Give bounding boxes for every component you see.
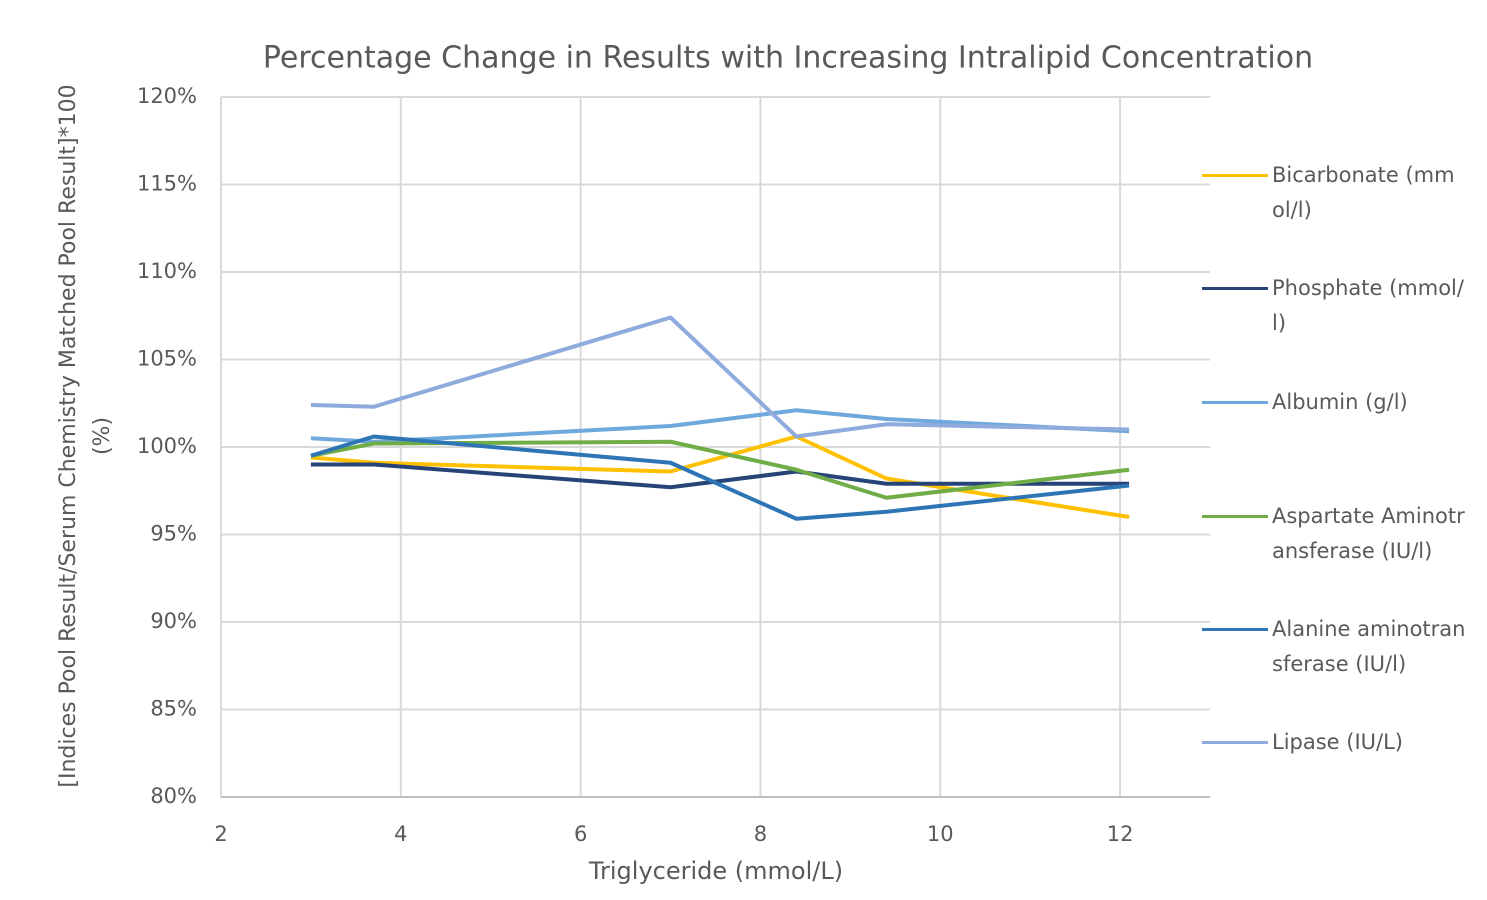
x-tick-label: 12 [1107, 822, 1134, 846]
legend-label: Lipase (IU/L) [1272, 730, 1403, 754]
legend-entry: Lipase (IU/L) [1202, 725, 1472, 760]
legend-label: Alanine aminotransferase (IU/l) [1272, 617, 1466, 676]
x-tick-label: 2 [214, 822, 227, 846]
series-line [310, 439, 1130, 500]
y-tick-label: 120% [137, 84, 197, 108]
x-tick-label: 10 [927, 822, 954, 846]
y-tick-label: 105% [137, 347, 197, 371]
legend-label: Phosphate (mmol/l) [1272, 276, 1464, 335]
x-tick-label: 6 [574, 822, 587, 846]
series-line [310, 434, 1130, 519]
legend-swatch [1202, 741, 1268, 744]
series-line [310, 462, 1130, 490]
y-axis-title: [Indices Pool Result/Serum Chemistry Mat… [56, 84, 115, 788]
y-tick-label: 115% [137, 172, 197, 196]
y-tick-label: 90% [150, 609, 197, 633]
legend-entry: Albumin (g/l) [1202, 385, 1472, 420]
x-axis-title: Triglyceride (mmol/L) [588, 857, 843, 885]
x-tick-label: 8 [754, 822, 767, 846]
y-tick-label: 110% [137, 259, 197, 283]
chart-title: Percentage Change in Results with Increa… [263, 41, 1313, 76]
legend-label: Albumin (g/l) [1272, 390, 1408, 414]
y-tick-label: 80% [150, 784, 197, 808]
series-line [310, 434, 1130, 521]
legend-entry: Phosphate (mmol/l) [1202, 271, 1472, 341]
legend-entry: Aspartate Aminotransferase (IU/l) [1202, 499, 1472, 569]
x-tick-label: 4 [394, 822, 407, 846]
legend-label: Aspartate Aminotransferase (IU/l) [1272, 504, 1465, 563]
legend-swatch [1202, 515, 1268, 518]
legend-entry: Bicarbonate (mmol/l) [1202, 158, 1472, 228]
legend-label: Bicarbonate (mmol/l) [1272, 163, 1455, 222]
y-tick-label: 100% [137, 434, 197, 458]
y-tick-label: 95% [150, 522, 197, 546]
legend-swatch [1202, 174, 1268, 177]
legend-entry: Alanine aminotransferase (IU/l) [1202, 612, 1472, 682]
legend-swatch [1202, 401, 1268, 404]
y-tick-label: 85% [150, 697, 197, 721]
series-line [310, 315, 1130, 439]
legend-swatch [1202, 287, 1268, 290]
legend-swatch [1202, 628, 1268, 631]
